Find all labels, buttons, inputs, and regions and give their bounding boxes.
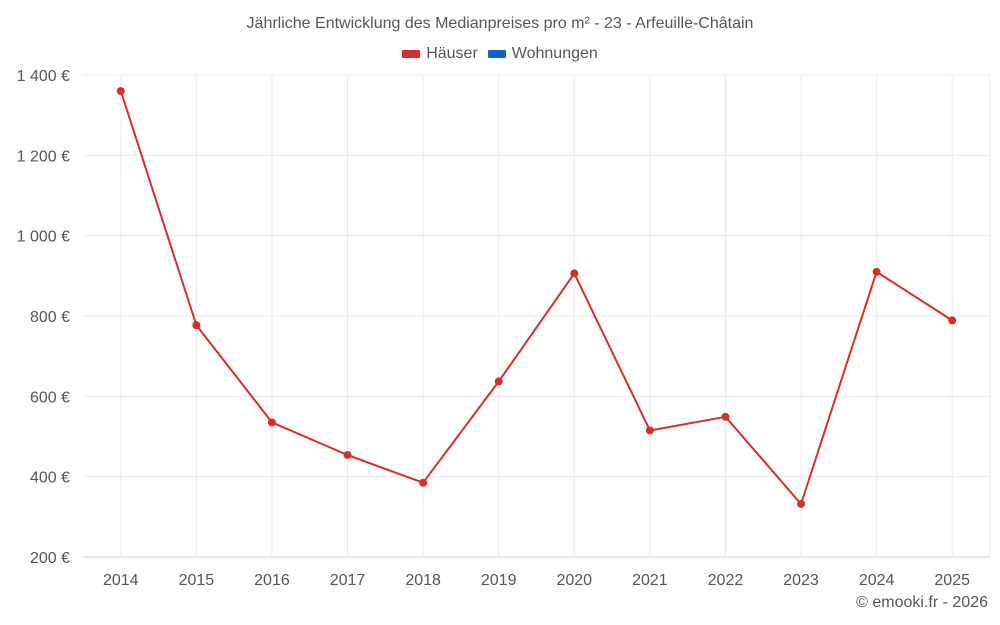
- data-point: [797, 499, 806, 508]
- y-tick-label: 1 400 €: [17, 68, 70, 85]
- y-tick-label: 200 €: [30, 550, 70, 567]
- x-tick-label: 2018: [405, 572, 441, 589]
- x-tick-label: 2024: [859, 572, 895, 589]
- y-tick-label: 800 €: [30, 309, 70, 326]
- x-tick-label: 2014: [103, 572, 139, 589]
- credit-text: © emooki.fr - 2026: [856, 594, 988, 611]
- legend-label-haeuser: Häuser: [426, 45, 478, 62]
- y-tick-label: 600 €: [30, 389, 70, 406]
- x-tick-label: 2021: [632, 572, 668, 589]
- data-point: [116, 87, 125, 96]
- data-point: [343, 450, 352, 459]
- data-point: [872, 267, 881, 276]
- x-tick-label: 2022: [708, 572, 744, 589]
- data-point: [494, 377, 503, 386]
- y-tick-label: 400 €: [30, 470, 70, 487]
- legend: Häuser Wohnungen: [0, 45, 1000, 63]
- chart-title: Jährliche Entwicklung des Medianpreises …: [246, 15, 754, 32]
- legend-item-haeuser[interactable]: Häuser: [402, 45, 478, 63]
- y-tick-label: 1 200 €: [17, 148, 70, 165]
- legend-label-wohnungen: Wohnungen: [511, 45, 598, 62]
- data-point: [948, 316, 957, 325]
- data-point: [645, 426, 654, 435]
- data-point: [570, 269, 579, 278]
- x-tick-label: 2025: [934, 572, 970, 589]
- data-point: [267, 418, 276, 427]
- data-point: [721, 412, 730, 421]
- x-tick-label: 2016: [254, 572, 290, 589]
- x-tick-label: 2015: [179, 572, 215, 589]
- legend-item-wohnungen[interactable]: Wohnungen: [487, 45, 598, 63]
- x-tick-label: 2019: [481, 572, 517, 589]
- data-point: [192, 321, 201, 330]
- series-line-0: [119, 90, 953, 505]
- legend-swatch-wohnungen: [487, 50, 506, 58]
- x-tick-label: 2020: [556, 572, 592, 589]
- x-tick-label: 2017: [330, 572, 366, 589]
- y-tick-label: 1 000 €: [17, 229, 70, 246]
- x-tick-label: 2023: [783, 572, 819, 589]
- legend-swatch-haeuser: [402, 50, 421, 58]
- data-point: [419, 478, 428, 487]
